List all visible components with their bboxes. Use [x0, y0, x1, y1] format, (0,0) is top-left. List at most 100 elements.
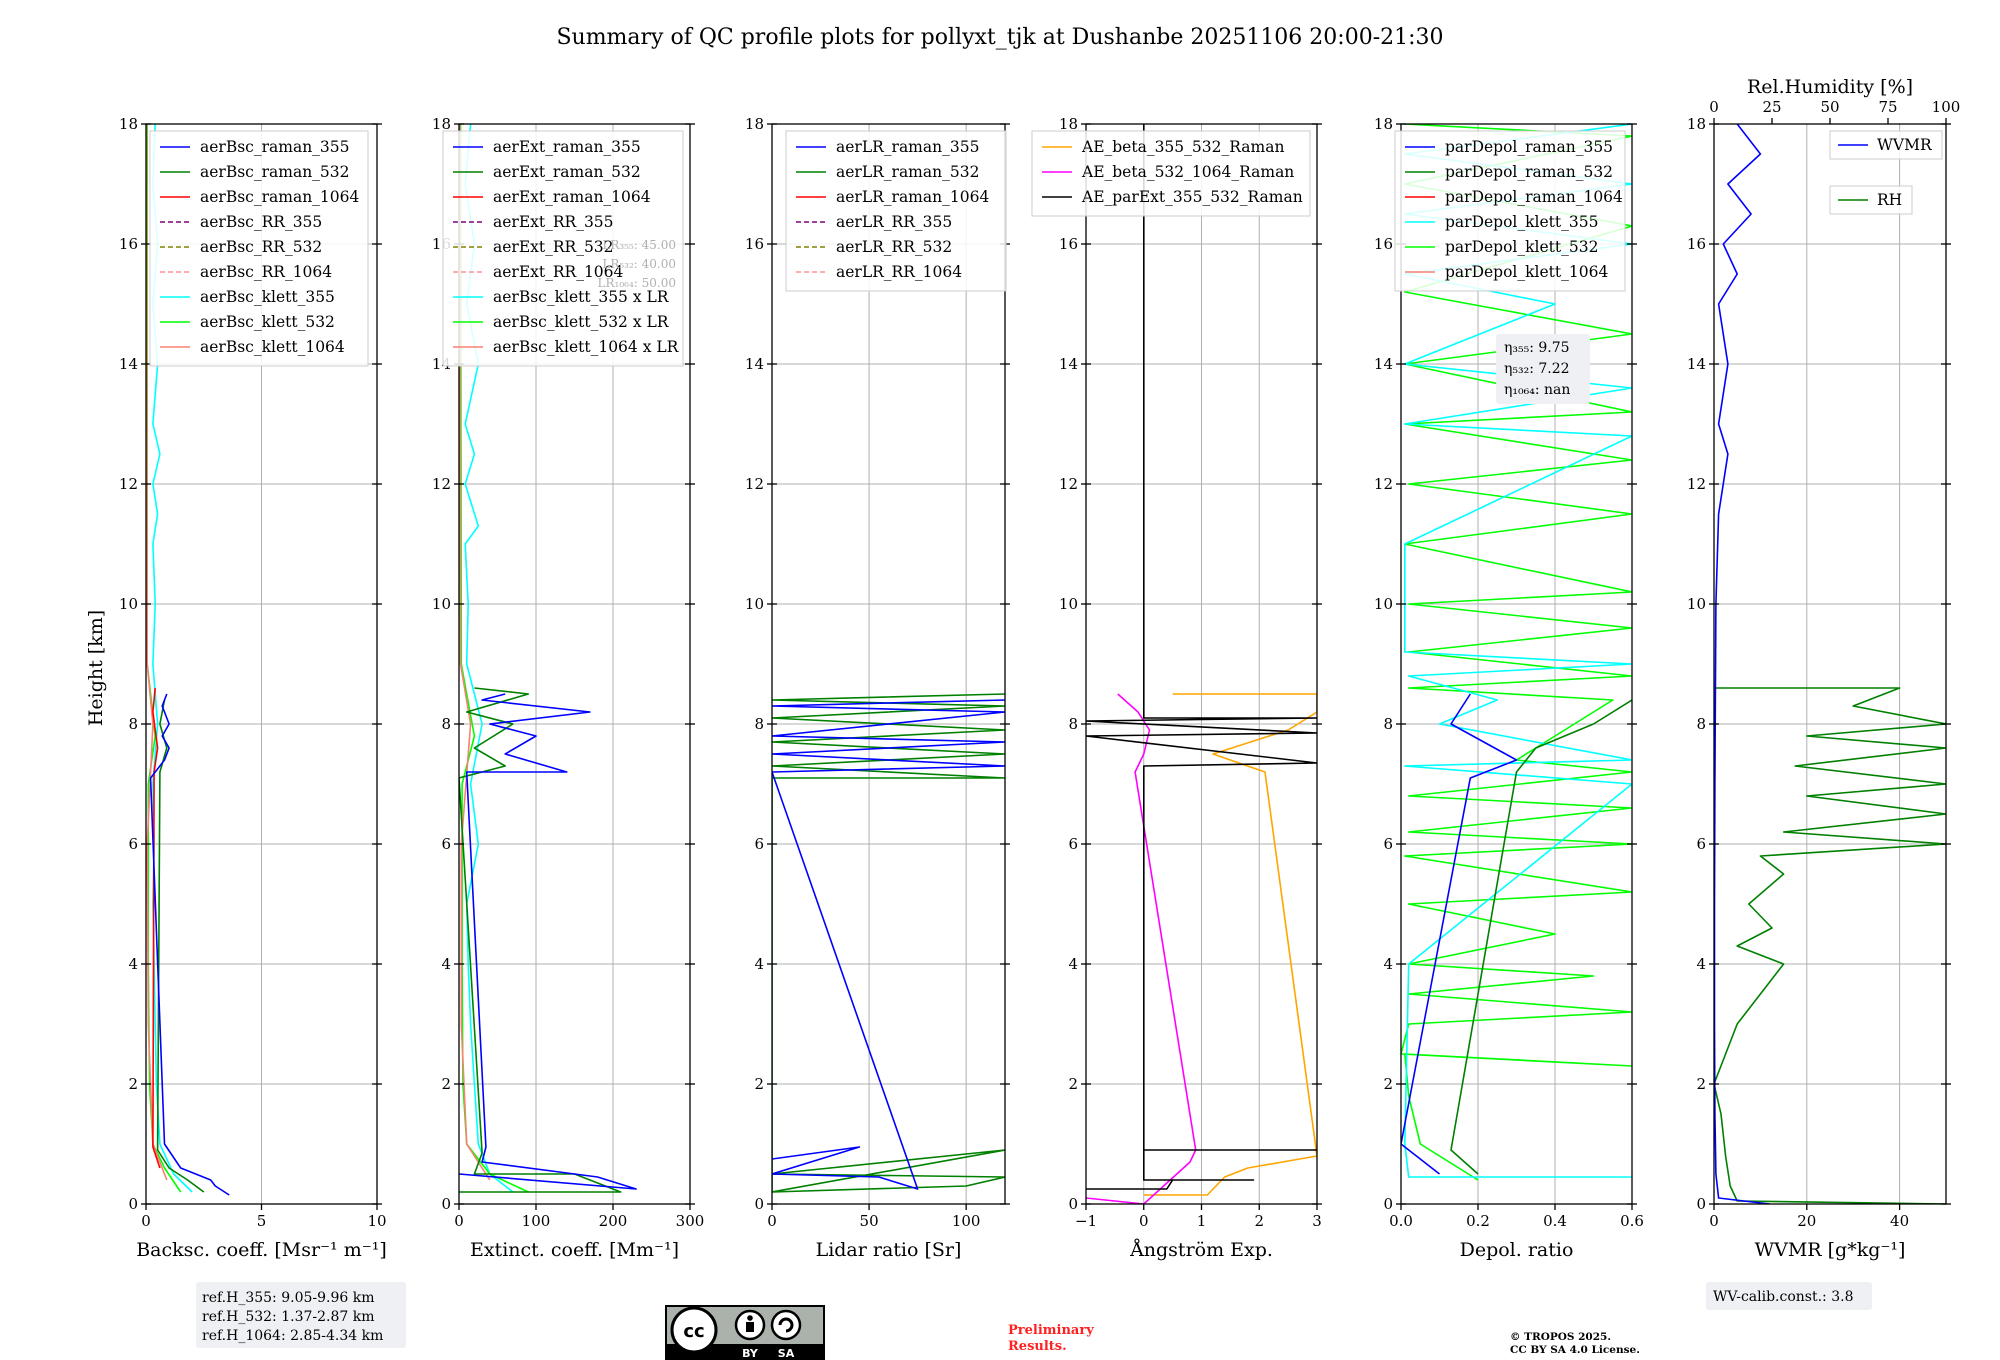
legend-label: parDepol_raman_355	[1445, 138, 1613, 156]
x-tick-label: 0	[1709, 1212, 1719, 1230]
y-tick-label: 14	[745, 355, 764, 373]
x-tick-label: 3	[1312, 1212, 1322, 1230]
series-aerLR_raman_355	[772, 699, 1005, 1190]
backscatter-xlabel: Backsc. coeff. [Msr⁻¹ m⁻¹]	[136, 1239, 387, 1261]
x-tick-label: 2	[1254, 1212, 1264, 1230]
y-tick-label: 12	[745, 475, 764, 493]
x-tick-label: 0.6	[1620, 1212, 1644, 1230]
series-aerLR_raman_532	[772, 693, 1005, 1193]
legend-label: aerBsc_klett_355 x LR	[493, 288, 670, 306]
x-tick-label: 100	[952, 1212, 981, 1230]
y-tick-label: 8	[1696, 715, 1706, 733]
legend-label: parDepol_raman_1064	[1445, 188, 1623, 206]
ref-height-1064: ref.H_1064: 2.85-4.34 km	[202, 1328, 383, 1344]
y-tick-label: 12	[432, 475, 451, 493]
lidar_ratio-panel: 0 2 4 6 8 10 12 14 16 18 0 50 100 Lidar ratio [Sr] aer…	[745, 115, 1010, 1261]
wv-calib-box: WV-calib.const.: 3.8	[1706, 1282, 1872, 1310]
y-tick-label: 0	[1696, 1195, 1706, 1213]
y-tick-label: 12	[119, 475, 138, 493]
lr-label: LR₅₃₂: 40.00	[602, 257, 676, 271]
x-tick-label: 0	[141, 1212, 151, 1230]
top-xlabel: Rel.Humidity [%]	[1747, 76, 1913, 98]
ref-height-532: ref.H_532: 1.37-2.87 km	[202, 1309, 375, 1325]
wvmr-frame	[1713, 123, 1947, 1205]
angstrom-legend: AE_beta_355_532_Raman AE_beta_532_1064_Ra…	[1031, 130, 1311, 217]
y-tick-label: 0	[754, 1195, 764, 1213]
series-aerBsc_klett_532 x LR	[459, 124, 529, 1193]
legend-label: aerExt_raman_532	[493, 163, 641, 181]
series-RH	[1714, 687, 1946, 1204]
ref-height-box: ref.H_355: 9.05-9.96 km ref.H_532: 1.37-…	[196, 1282, 406, 1348]
legend-label: aerLR_RR_532	[836, 238, 952, 256]
backscatter-legend: aerBsc_raman_355 aerBsc_raman_532 aerBsc_r…	[149, 130, 369, 367]
legend-label: WVMR	[1877, 136, 1933, 154]
y-tick-label: 12	[1687, 475, 1706, 493]
x-tick-label: 100	[522, 1212, 551, 1230]
lr-label: LR₃₅₅: 45.00	[602, 238, 676, 252]
y-tick-label: 4	[441, 955, 451, 973]
y-tick-label: 14	[119, 355, 138, 373]
y-tick-label: 16	[745, 235, 764, 253]
legend-label: aerExt_RR_1064	[493, 263, 624, 281]
legend-label: aerExt_raman_355	[493, 138, 641, 156]
backscatter-panel: 0 2 4 6 8 10 12 14 16 18 0 5 10 Backsc. coeff. [Msr⁻¹…	[119, 115, 387, 1261]
top-x-tick-label: 0	[1709, 98, 1719, 116]
legend-label: AE_beta_355_532_Raman	[1081, 138, 1284, 156]
eta-box	[1496, 334, 1590, 404]
angstrom-xlabel: Ångström Exp.	[1129, 1239, 1273, 1261]
y-tick-label: 6	[1068, 835, 1078, 853]
cc-icon	[670, 1306, 718, 1354]
extinction-frame	[458, 123, 691, 1205]
y-tick-label: 10	[1374, 595, 1393, 613]
legend-label: aerBsc_RR_355	[200, 213, 322, 231]
series-aerBsc_raman_532	[156, 699, 205, 1193]
y-tick-label: 16	[1687, 235, 1706, 253]
legend-label: aerBsc_klett_532 x LR	[493, 313, 670, 331]
series-parDepol_raman_355	[1401, 693, 1518, 1175]
y-tick-label: 6	[1696, 835, 1706, 853]
legend-label: aerBsc_RR_1064	[200, 263, 332, 281]
y-tick-label: 14	[1374, 355, 1393, 373]
y-tick-label: 0	[1383, 1195, 1393, 1213]
x-tick-label: 0	[454, 1212, 464, 1230]
y-tick-label: 0	[1068, 1195, 1078, 1213]
lidar_ratio-xlabel: Lidar ratio [Sr]	[816, 1239, 962, 1261]
y-tick-label: 0	[128, 1195, 138, 1213]
legend-label: aerBsc_klett_355	[200, 288, 335, 306]
legend-label: aerBsc_RR_532	[200, 238, 322, 256]
legend-label: aerBsc_klett_532	[200, 313, 335, 331]
x-tick-label: 5	[257, 1212, 267, 1230]
x-tick-label: 10	[367, 1212, 386, 1230]
legend-WVMR: WVMR	[1829, 130, 1943, 160]
y-tick-label: 4	[754, 955, 764, 973]
x-tick-label: 40	[1890, 1212, 1909, 1230]
lidar_ratio-series-group	[772, 693, 1005, 1193]
copyright-line-2: CC BY SA 4.0 License.	[1510, 1344, 1640, 1356]
y-tick-label: 2	[441, 1075, 451, 1093]
legend-label: RH	[1877, 191, 1902, 209]
preliminary-line-1: Preliminary	[1008, 1323, 1094, 1338]
cc-sa-label: SA	[778, 1347, 795, 1360]
y-tick-label: 0	[441, 1195, 451, 1213]
y-tick-label: 6	[754, 835, 764, 853]
eta-label: η₅₃₂: 7.22	[1504, 361, 1570, 377]
depol-legend: parDepol_raman_355 parDepol_raman_532 parD…	[1394, 130, 1626, 292]
x-tick-label: 0.4	[1543, 1212, 1567, 1230]
legend-label: aerExt_RR_532	[493, 238, 614, 256]
legend-label: aerBsc_raman_1064	[200, 188, 360, 206]
legend-label: aerExt_raman_1064	[493, 188, 651, 206]
legend-label: aerLR_raman_1064	[836, 188, 989, 206]
y-tick-label: 12	[1374, 475, 1393, 493]
y-tick-label: 18	[1059, 115, 1078, 133]
y-tick-label: 8	[1068, 715, 1078, 733]
cc-license-badge: cc BY SA	[665, 1305, 825, 1360]
depol-frame	[1400, 123, 1633, 1205]
top-x-tick-label: 100	[1932, 98, 1961, 116]
series-parDepol_raman_532	[1450, 699, 1632, 1175]
y-tick-label: 4	[128, 955, 138, 973]
y-tick-label: 12	[1059, 475, 1078, 493]
series-WVMR	[1714, 124, 1770, 1204]
series-aerBsc_raman_1064	[152, 687, 161, 1169]
